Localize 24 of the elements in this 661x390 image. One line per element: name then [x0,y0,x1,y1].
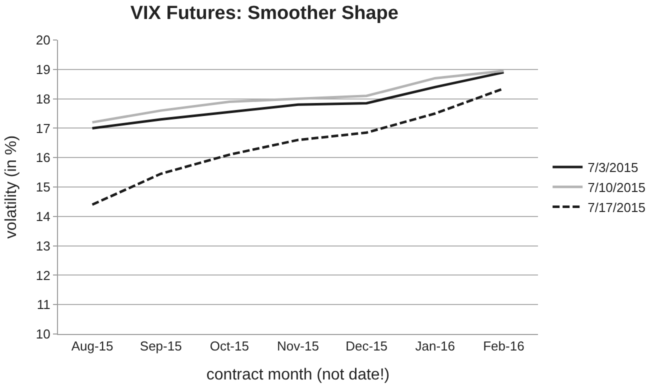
y-tick-label: 11 [36,297,50,312]
x-tick-label: Dec-15 [346,338,388,354]
legend-label: 7/10/2015 [588,180,646,195]
x-tick-label: Jan-16 [415,338,456,354]
y-tick-label: 16 [36,150,50,166]
y-tick-label: 13 [36,238,50,254]
y-tick-label: 20 [36,32,50,48]
x-tick-label: Nov-15 [277,338,319,354]
x-tick-label: Feb-16 [483,338,524,354]
chart-title: VIX Futures: Smoother Shape [130,3,398,24]
y-tick-label: 15 [36,180,50,195]
y-tick-label: 18 [36,91,50,106]
y-tick-label: 10 [36,326,50,342]
legend-label: 7/3/2015 [588,160,638,176]
x-tick-label: Aug-15 [71,338,114,354]
y-tick-label: 12 [36,268,50,283]
y-tick-label: 19 [36,62,50,77]
x-tick-label: Sep-15 [140,338,182,354]
x-tick-label: Oct-15 [210,338,249,354]
y-tick-label: 17 [36,120,50,136]
legend-label: 7/17/2015 [588,200,646,215]
x-axis-title: contract month (not date!) [206,366,390,384]
y-tick-label: 14 [36,208,50,224]
y-axis-title: volatility (in %) [2,135,20,239]
